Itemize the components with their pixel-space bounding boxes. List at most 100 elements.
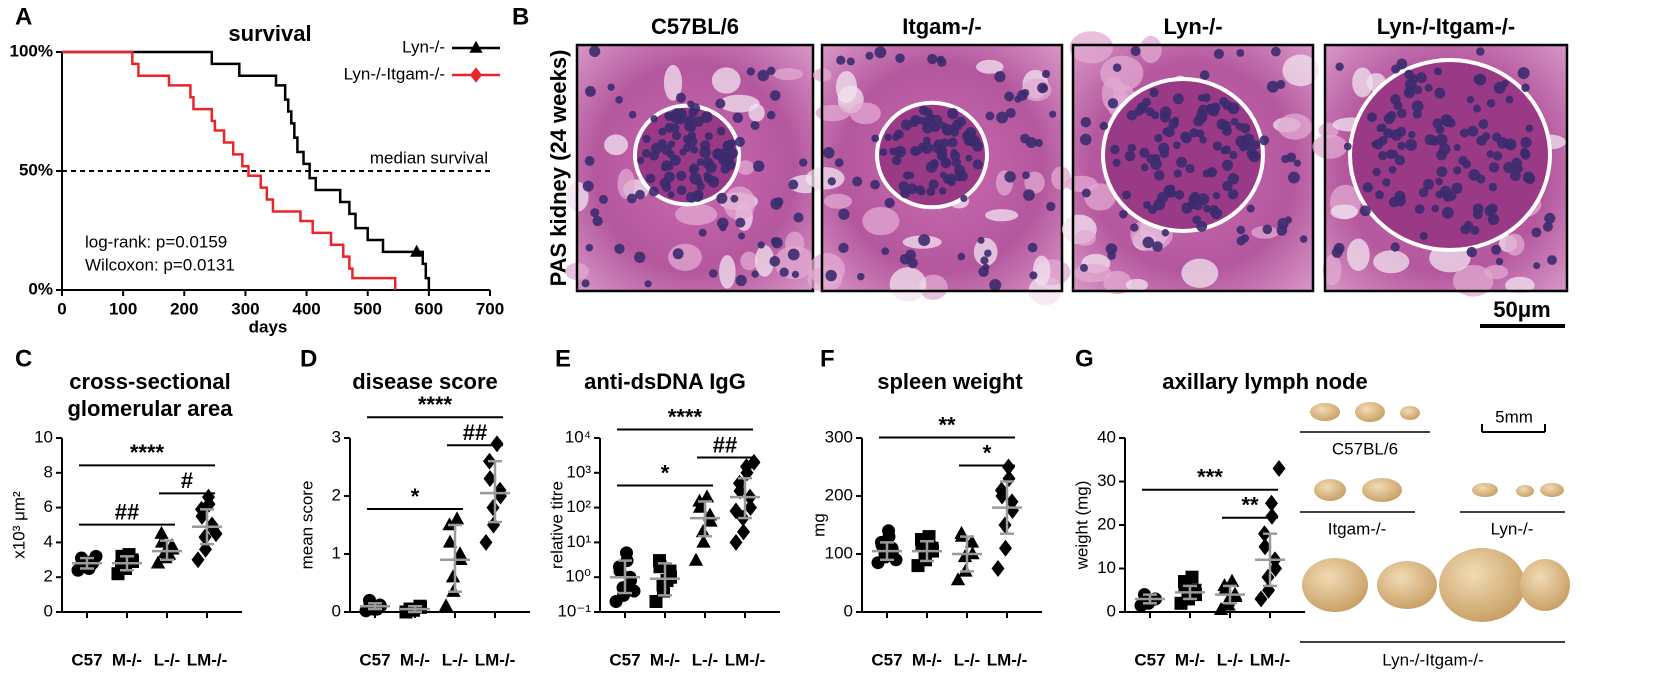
nucleus (1172, 93, 1184, 105)
nucleus (753, 160, 765, 172)
nucleus (1432, 118, 1443, 129)
y-tick-label: 30 (1097, 471, 1116, 490)
data-point (696, 534, 711, 548)
nucleus (1240, 234, 1250, 243)
y-tick-label: 2 (44, 567, 53, 586)
nucleus (1503, 161, 1515, 174)
x-tick-label: 400 (292, 299, 320, 318)
nucleus (947, 107, 959, 120)
nucleus (938, 187, 947, 195)
data-point (882, 524, 895, 538)
significance-label: ## (115, 499, 139, 524)
nucleus (693, 116, 704, 127)
nucleus (913, 146, 923, 155)
data-point (620, 546, 633, 560)
nucleus (1240, 123, 1251, 134)
data-point (1224, 573, 1240, 587)
nucleus (1293, 159, 1301, 167)
data-point (729, 533, 743, 551)
nucleus (937, 57, 947, 67)
data-point (692, 493, 707, 507)
y-tick-label: 10² (566, 497, 591, 516)
nucleus (1181, 133, 1192, 144)
nucleus (1418, 187, 1429, 198)
lymph-node-photo (1516, 485, 1534, 497)
nucleus (1159, 148, 1169, 159)
tissue-space (740, 251, 758, 271)
nucleus (1394, 154, 1406, 166)
nucleus (918, 234, 931, 247)
nucleus (838, 242, 849, 254)
data-point (209, 525, 223, 543)
y-tick-label: 10 (34, 427, 53, 446)
nucleus (1484, 205, 1496, 217)
nucleus (779, 267, 789, 277)
tissue-space (862, 206, 900, 236)
data-point (744, 499, 757, 517)
nucleus (1107, 251, 1116, 260)
y-axis-label: mean score (297, 481, 316, 570)
data-point (660, 574, 674, 588)
nucleus (732, 112, 744, 124)
tissue-space (1505, 276, 1535, 294)
nucleus (1080, 117, 1092, 128)
x-tick-label: L-/- (1217, 650, 1243, 669)
nucleus (1185, 163, 1195, 174)
nucleus (984, 249, 992, 257)
nucleus (1495, 257, 1504, 266)
nucleus (693, 189, 704, 200)
nucleus (699, 146, 711, 159)
nucleus (679, 148, 687, 156)
nucleus (1222, 180, 1233, 192)
nucleus (1424, 84, 1433, 92)
x-tick-label: C57 (871, 650, 902, 669)
nucleus (676, 170, 687, 181)
nucleus (1139, 147, 1150, 158)
nucleus (590, 208, 600, 218)
nucleus (1271, 46, 1281, 57)
tissue-space (889, 267, 927, 302)
y-tick-label: 10¹ (566, 532, 591, 551)
nucleus (1473, 104, 1482, 113)
nucleus (1288, 171, 1300, 184)
nucleus (1521, 83, 1530, 93)
tissue-space (815, 104, 851, 122)
y-tick-label: 200 (825, 485, 853, 504)
significance-label: ** (938, 412, 956, 437)
nucleus (670, 123, 680, 133)
tissue-space (711, 67, 741, 94)
nucleus (1034, 138, 1043, 147)
panel-letter: B (512, 3, 529, 30)
data-point (1265, 494, 1278, 512)
nucleus (1397, 141, 1406, 151)
nucleus (895, 53, 905, 63)
nucleus (709, 269, 718, 278)
lymph-node-photo (1314, 479, 1346, 501)
data-point (922, 530, 936, 544)
data-point (452, 546, 468, 560)
y-tick-label: 0 (332, 601, 341, 620)
y-tick-label: 40 (1097, 427, 1116, 446)
data-point (649, 595, 663, 609)
nucleus (881, 247, 890, 256)
nucleus (592, 215, 603, 227)
nucleus (716, 126, 726, 136)
tissue-space (849, 102, 881, 125)
nucleus (634, 251, 646, 263)
data-point (695, 524, 711, 538)
nucleus (696, 158, 705, 166)
nucleus (1442, 192, 1453, 203)
nucleus (1080, 263, 1088, 272)
nucleus (894, 145, 907, 158)
nucleus (1389, 149, 1399, 159)
nucleus (757, 241, 765, 249)
nucleus (1378, 123, 1387, 132)
data-point (191, 551, 205, 569)
data-point (1185, 570, 1199, 584)
nucleus (1533, 262, 1541, 270)
y-tick-label: 100 (825, 543, 853, 562)
tissue-space (1504, 233, 1525, 256)
nucleus (1152, 241, 1163, 252)
nucleus (1222, 145, 1232, 155)
nucleus (1467, 125, 1479, 137)
